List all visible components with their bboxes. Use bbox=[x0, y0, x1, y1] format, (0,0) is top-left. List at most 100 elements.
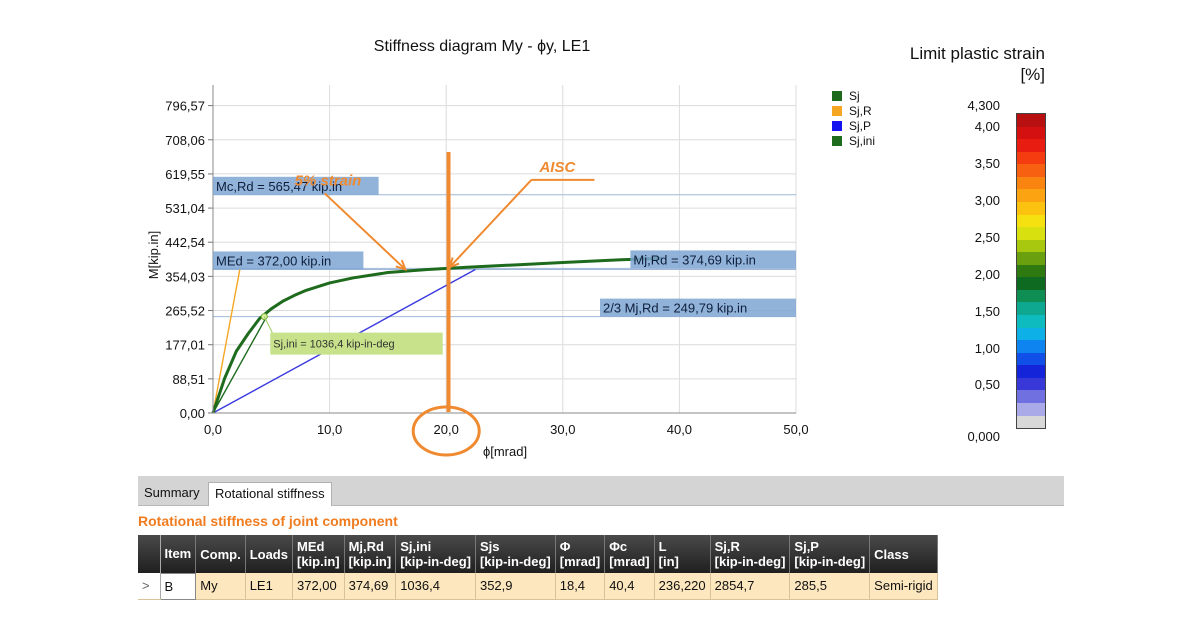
column-header-unit: [kip.in] bbox=[348, 554, 392, 569]
chart-axes: 0,0 10,0 20,0 30,0 40,0 50,0 0,00 88,51 177,01 26… bbox=[165, 85, 809, 437]
row-selector[interactable]: > bbox=[138, 573, 161, 600]
table-cell[interactable]: 40,4 bbox=[604, 573, 655, 600]
x-tick-label: 30,0 bbox=[550, 422, 575, 437]
legend-item: Sj,P bbox=[832, 118, 875, 133]
color-scale-segment bbox=[1017, 126, 1045, 140]
y-tick-label: 177,01 bbox=[165, 338, 205, 353]
table-column-header: MEd [kip.in] bbox=[292, 535, 345, 573]
color-scale-segment bbox=[1017, 201, 1045, 215]
color-scale-label: 0,50 bbox=[974, 377, 1000, 392]
column-header-name: Comp. bbox=[200, 546, 241, 562]
table-column-header: Φ [mrad] bbox=[555, 535, 606, 573]
tab-rotational-stiffness[interactable]: Rotational stiffness bbox=[208, 482, 332, 506]
table-cell[interactable]: Semi-rigid bbox=[869, 573, 938, 600]
table-cell[interactable]: 352,9 bbox=[475, 573, 556, 600]
color-scale-segment bbox=[1017, 327, 1045, 341]
column-header-name: Loads bbox=[249, 546, 288, 562]
color-scale-segment bbox=[1017, 402, 1045, 416]
legend-swatch bbox=[832, 135, 842, 146]
color-scale-segment bbox=[1017, 315, 1045, 328]
column-header-unit: [in] bbox=[658, 554, 679, 569]
legend-label: Sj,ini bbox=[849, 133, 876, 148]
column-header-name: Class bbox=[874, 546, 909, 562]
legend-item: Sj,ini bbox=[832, 133, 875, 148]
annotation-arrow bbox=[323, 192, 407, 271]
point-label-box bbox=[270, 332, 443, 355]
color-scale-title-text: Limit plastic strain bbox=[909, 44, 1045, 63]
color-scale-segment bbox=[1017, 139, 1045, 152]
color-scale-segment bbox=[1017, 214, 1045, 228]
legend-label: Sj bbox=[849, 88, 860, 103]
x-tick-label: 50,0 bbox=[783, 422, 808, 437]
x-axis-label: ϕ[mrad] bbox=[483, 444, 527, 459]
color-scale-title: Limit plastic strain [%] bbox=[880, 43, 1045, 85]
legend-item: Sj bbox=[832, 88, 875, 103]
table-column-header: Sj,R [kip-in-deg] bbox=[710, 535, 791, 573]
table-cell[interactable]: 236,220 bbox=[654, 573, 711, 600]
table-cell[interactable]: 1036,4 bbox=[395, 573, 476, 600]
table-row[interactable]: > B My LE1 372,00 374,69 1036,4 352,9 18,4 40,4 23… bbox=[138, 572, 938, 600]
color-scale-label: 1,00 bbox=[974, 341, 1000, 356]
table-cell[interactable]: 372,00 bbox=[292, 573, 345, 600]
color-scale-label: 2,00 bbox=[974, 267, 1000, 282]
annotation-arrow bbox=[448, 179, 533, 268]
point-label-text: Sj,ini = 1036,4 kip-in-deg bbox=[273, 339, 394, 351]
color-scale-segment bbox=[1017, 352, 1045, 366]
color-scale-segment bbox=[1017, 277, 1045, 290]
column-header-name: Sjs bbox=[479, 539, 500, 554]
column-header-name: Sj,ini bbox=[400, 539, 432, 554]
legend-swatch bbox=[832, 105, 842, 116]
legend-swatch bbox=[832, 90, 842, 101]
column-header-name: Φ bbox=[559, 539, 571, 554]
color-scale-label: 2,50 bbox=[974, 230, 1000, 245]
table-column-header: Class bbox=[869, 535, 938, 573]
annotation-text: 5% strain bbox=[295, 172, 362, 189]
column-header-unit: [kip.in] bbox=[296, 554, 340, 569]
legend-swatch bbox=[832, 120, 842, 131]
table-column-header: L [in] bbox=[654, 535, 711, 573]
table-header-row: Item Comp. Loads MEd [kip.in] Mj,Rd [kip.in] Sj… bbox=[138, 535, 938, 573]
table-column-header: Sj,P [kip-in-deg] bbox=[789, 535, 871, 573]
chart-series bbox=[211, 256, 662, 414]
table-column-header: Loads bbox=[245, 535, 293, 573]
table-cell[interactable]: LE1 bbox=[245, 573, 293, 600]
y-tick-label: 531,04 bbox=[165, 201, 205, 216]
table-column-header: Φc [mrad] bbox=[604, 535, 655, 573]
table-cell[interactable]: B bbox=[159, 572, 197, 600]
table-cell[interactable]: 2854,7 bbox=[710, 573, 791, 600]
annotation-arrowhead bbox=[395, 259, 408, 272]
x-tick-label: 20,0 bbox=[434, 422, 459, 437]
x-tick-label: 0,0 bbox=[204, 422, 222, 437]
color-scale-segment bbox=[1017, 365, 1045, 378]
series-line bbox=[212, 269, 241, 414]
tab-summary[interactable]: Summary bbox=[144, 485, 200, 500]
color-scale-label: 3,00 bbox=[974, 193, 1000, 208]
legend-label: Sj,R bbox=[849, 103, 872, 118]
x-tick-label: 40,0 bbox=[667, 422, 692, 437]
column-header-name: MEd bbox=[296, 539, 325, 554]
reference-label-box bbox=[600, 298, 796, 317]
chart-title: Stiffness diagram My - ϕy, LE1 bbox=[374, 38, 591, 55]
color-scale-segment bbox=[1017, 264, 1045, 278]
chart-legend: Sj Sj,R Sj,P Sj,ini bbox=[832, 88, 875, 148]
color-scale-segment bbox=[1017, 302, 1045, 315]
y-tick-label: 619,55 bbox=[165, 167, 205, 182]
table-cell[interactable]: 374,69 bbox=[344, 573, 397, 600]
color-scale-label: 0,000 bbox=[967, 429, 1000, 444]
reference-label: 2/3 Mj,Rd = 249,79 kip.in bbox=[603, 301, 747, 316]
table-body: > B My LE1 372,00 374,69 1036,4 352,9 18,4 40,4 23… bbox=[138, 572, 938, 600]
legend-item: Sj,R bbox=[832, 103, 875, 118]
chart-annotations: 5% strain AISC bbox=[295, 152, 595, 457]
series-line bbox=[211, 256, 662, 414]
table-cell[interactable]: 285,5 bbox=[789, 573, 871, 600]
stiffness-chart: Stiffness diagram My - ϕy, LE1 0,0 10,0 20… bbox=[146, 38, 809, 459]
column-header-name: Φc bbox=[609, 539, 628, 554]
table-cell[interactable]: My bbox=[195, 573, 246, 600]
table-cell[interactable]: 18,4 bbox=[555, 573, 606, 600]
table-column-header: Sjs [kip-in-deg] bbox=[475, 535, 556, 573]
color-scale-segment bbox=[1017, 377, 1045, 391]
point-label-leader bbox=[263, 316, 273, 333]
column-header-unit: [kip-in-deg] bbox=[714, 554, 786, 569]
legend-label: Sj,P bbox=[849, 118, 872, 133]
color-scale-segment bbox=[1017, 114, 1045, 127]
